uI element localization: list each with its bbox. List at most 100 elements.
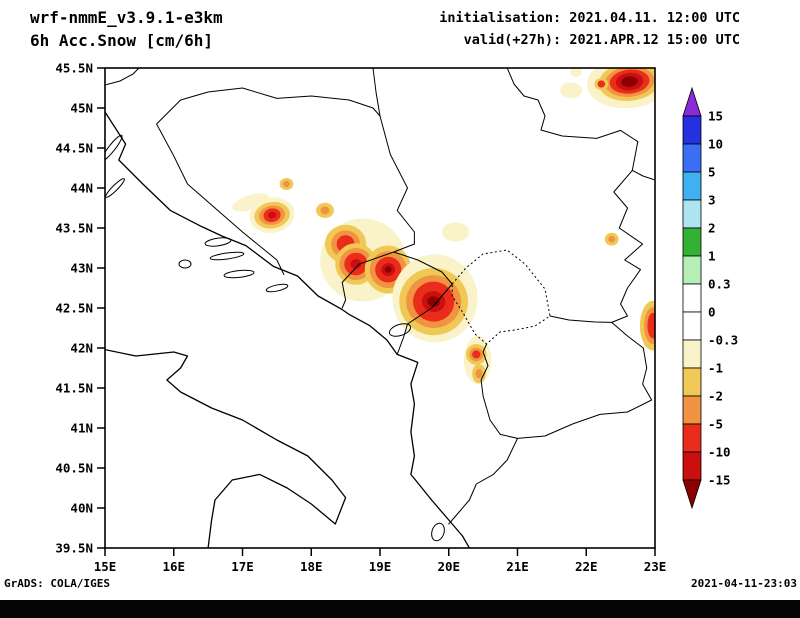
colorbar-label: 2	[708, 221, 716, 236]
y-tick-label: 45.5N	[55, 61, 93, 76]
colorbar-label: -2	[708, 389, 723, 404]
colorbar-label: 3	[708, 193, 716, 208]
colorbar-label: 15	[708, 109, 723, 124]
colorbar-segment	[682, 339, 702, 369]
colorbar-segment	[682, 395, 702, 425]
snow-shading-layer	[232, 68, 655, 384]
x-tick-label: 22E	[575, 559, 598, 574]
snow-blob-ring-blob-central-serbia-pale	[441, 222, 470, 242]
colorbar-segment	[682, 423, 702, 453]
snow-blob-ring-blob-ne-west-spot	[597, 80, 606, 88]
snow-blob-ring-blob-border-junction-south	[475, 368, 483, 379]
x-tick-label: 21E	[506, 559, 529, 574]
bottom-black-bar	[0, 600, 800, 618]
init-time: initialisation: 2021.04.11. 12:00 UTC	[439, 10, 740, 26]
y-tick-label: 40.5N	[55, 461, 93, 476]
island-brac	[204, 237, 232, 247]
snow-blob-ring-blob-ne-pale-1	[560, 82, 583, 99]
snow-blob-ring-blob-cluster-mid	[350, 259, 362, 269]
field-name: 6h Acc.Snow [cm/6h]	[30, 31, 213, 50]
colorbar-segment	[682, 115, 702, 145]
y-tick-label: 43N	[70, 261, 93, 276]
borders-layer	[105, 68, 655, 525]
y-tick-label: 40N	[70, 501, 93, 516]
y-tick-label: 45N	[70, 101, 93, 116]
border-macedonia-bulgaria	[611, 321, 653, 401]
island-mljet	[265, 283, 289, 293]
x-tick-label: 15E	[94, 559, 117, 574]
x-tick-label: 23E	[644, 559, 667, 574]
colorbar-label: 10	[708, 137, 723, 152]
island-hvar	[209, 251, 245, 261]
snow-blob-ring-blob-north-bosnia-spot	[283, 180, 290, 188]
weather-map-canvas: wrf-nmmE_v3.9.1-e3km 6h Acc.Snow [cm/6h]…	[4, 8, 797, 590]
colorbar-segment	[682, 227, 702, 257]
border-albania-greece	[448, 437, 518, 525]
colorbar-label: -1	[708, 361, 723, 376]
border-croatia-serbia	[372, 68, 381, 117]
snow-blob-ring-blob-south-max	[427, 296, 440, 307]
y-tick-label: 41N	[70, 421, 93, 436]
colorbar-segment	[682, 143, 702, 173]
x-tick-label: 17E	[231, 559, 254, 574]
y-tick-label: 42.5N	[55, 301, 93, 316]
island-pag	[105, 134, 123, 162]
snow-blob-ring-blob-east-serbia-spot	[608, 236, 616, 243]
snow-blob-ring-blob-ne-corner-max	[621, 76, 638, 87]
x-tick-label: 16E	[162, 559, 185, 574]
y-tick-label: 42N	[70, 341, 93, 356]
snow-blob-ring-blob-right-edge	[647, 312, 655, 339]
italy-coastline	[105, 348, 347, 548]
colorbar-label: -15	[708, 473, 731, 488]
lake-skadar	[388, 323, 412, 337]
colorbar-bottom-arrow	[682, 479, 702, 510]
colorbar-label: 5	[708, 165, 716, 180]
border-greece-macedonia	[517, 399, 653, 439]
y-tick-label: 44.5N	[55, 141, 93, 156]
y-tick-label: 39.5N	[55, 541, 93, 556]
border-serbia-montenegro	[393, 251, 453, 285]
colorbar-segment	[682, 451, 702, 481]
colorbar-top-arrow	[682, 86, 702, 117]
x-tick-label: 18E	[300, 559, 323, 574]
x-tick-label: 19E	[369, 559, 392, 574]
islands-group	[105, 134, 445, 542]
island-vis	[178, 259, 192, 269]
creation-timestamp: 2021-04-11-23:03	[691, 577, 797, 590]
snow-blob-ring-blob-central-max	[267, 211, 277, 219]
colorbar-legend: 15 10 5 3 2 1 0.3 0 -0.3 -1 -2 -5 -10 -15	[682, 86, 738, 510]
snow-blob-ring-blob-border-junction-spot	[472, 350, 481, 359]
adriatic-east-coastline	[105, 111, 471, 548]
grads-credit: GrADS: COLA/IGES	[4, 577, 110, 590]
snow-blob-ring-blob-central-streak	[232, 193, 270, 212]
map-plot: 45.5N 45N 44.5N 44N 43.5N 43N 42.5N 42N 41.5N 41N…	[55, 61, 667, 575]
border-kosovo-dashed	[451, 249, 551, 345]
x-tick-label: 20E	[437, 559, 460, 574]
border-slovenia-croatia	[105, 68, 140, 86]
colorbar-segment	[682, 199, 702, 229]
x-axis: 15E 16E 17E 18E 19E 20E 21E 22E 23E	[94, 548, 667, 574]
y-tick-label: 41.5N	[55, 381, 93, 396]
colorbar-segment	[682, 171, 702, 201]
map-frame	[104, 67, 656, 549]
snow-blob-ring-blob-ne-pale-2	[570, 68, 582, 77]
border-drina-montenegro	[341, 115, 415, 309]
island-korcula	[223, 269, 255, 279]
island-dugi-otok	[105, 178, 125, 198]
border-bosnia-croatia	[156, 87, 381, 275]
island-corfu	[431, 522, 445, 542]
colorbar-label: -10	[708, 445, 731, 460]
border-montenegro-albania	[396, 283, 453, 355]
border-serbia-macedonia	[549, 315, 613, 323]
colorbar-segment	[682, 255, 702, 285]
snow-blob-ring-blob-cluster-east-max	[384, 266, 392, 273]
colorbar-label: 0.3	[708, 277, 731, 292]
y-tick-label: 44N	[70, 181, 93, 196]
map-clip-area	[105, 68, 655, 548]
colorbar-segment	[682, 283, 702, 313]
model-name: wrf-nmmE_v3.9.1-e3km	[30, 8, 223, 27]
colorbar-label: 1	[708, 249, 716, 264]
colorbar-segment	[682, 367, 702, 397]
colorbar-label: -5	[708, 417, 723, 432]
